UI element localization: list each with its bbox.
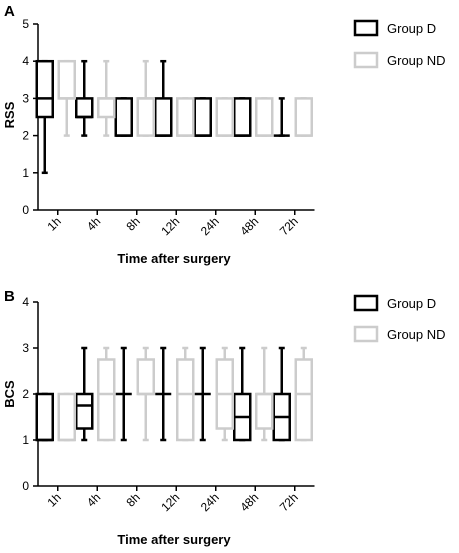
- y-tick-label: 2: [22, 129, 29, 143]
- legend-swatch-group-nd: [353, 325, 379, 343]
- boxes-b: [35, 346, 313, 442]
- box-iqr: [255, 97, 274, 137]
- box-iqr: [35, 59, 54, 119]
- box-group-nd-8h: [136, 59, 155, 137]
- x-tick-label: 12h: [158, 490, 182, 514]
- box-group-nd-8h: [136, 346, 155, 442]
- box-group-nd-72h: [294, 97, 313, 137]
- box-group-nd-24h: [215, 97, 234, 137]
- box-group-d-48h: [233, 346, 252, 442]
- x-tick-label: 48h: [237, 214, 261, 238]
- legend-swatch-group-d: [353, 294, 379, 312]
- y-tick-label: 0: [22, 479, 29, 493]
- box-group-nd-12h: [176, 346, 195, 442]
- box-iqr: [176, 97, 195, 137]
- box-iqr: [233, 97, 252, 137]
- box-group-nd-4h: [97, 346, 116, 442]
- x-tick-label: 72h: [277, 214, 301, 238]
- y-tick-label: 1: [22, 166, 29, 180]
- panel-letter-a: A: [4, 3, 15, 20]
- x-axis-label-a: Time after surgery: [117, 251, 231, 266]
- box-iqr: [114, 97, 133, 137]
- legend-label-group-d: Group D: [387, 296, 436, 311]
- y-tick-label: 2: [22, 387, 29, 401]
- x-tick-label: 72h: [277, 490, 301, 514]
- box-group-d-72h: [273, 97, 290, 137]
- y-tick-label: 5: [22, 17, 29, 31]
- y-tick-label: 3: [22, 91, 29, 105]
- box-group-d-24h: [194, 346, 211, 442]
- y-tick-label: 4: [22, 295, 29, 309]
- box-iqr: [136, 97, 155, 137]
- box-group-nd-1h: [57, 59, 76, 137]
- box-group-nd-48h: [255, 346, 274, 442]
- y-tick-label: 0: [22, 203, 29, 217]
- x-axis-label-b: Time after surgery: [117, 532, 231, 547]
- box-iqr: [57, 59, 76, 100]
- panel-letter-b: B: [4, 288, 15, 305]
- y-tick-label: 1: [22, 433, 29, 447]
- x-tick-label: 4h: [84, 490, 103, 509]
- box-group-d-4h: [75, 346, 94, 442]
- box-iqr: [35, 392, 54, 442]
- legend-label-group-d: Group D: [387, 21, 436, 36]
- box-iqr: [154, 97, 173, 137]
- box-group-d-72h: [272, 346, 291, 442]
- panel-b: B BCS Time after surgery 0 1 2 3 4 1h 4h 8h 12h 2…: [2, 288, 446, 547]
- x-tick-label: 8h: [124, 490, 143, 509]
- box-group-d-48h: [233, 97, 252, 137]
- x-tick-label: 4h: [84, 214, 103, 233]
- legend-label-group-nd: Group ND: [387, 327, 446, 342]
- legend-label-group-nd: Group ND: [387, 53, 446, 68]
- legend-b: Group D Group ND: [353, 294, 446, 343]
- box-iqr: [136, 358, 155, 396]
- x-tick-label: 1h: [45, 214, 64, 233]
- box-iqr: [215, 97, 234, 137]
- box-group-d-1h: [35, 392, 54, 442]
- boxes-a: [35, 59, 313, 175]
- box-iqr: [193, 97, 212, 137]
- box-group-nd-48h: [255, 97, 274, 137]
- box-iqr: [255, 392, 274, 430]
- box-group-d-24h: [193, 97, 212, 137]
- box-group-d-8h: [114, 97, 133, 137]
- box-group-nd-4h: [97, 59, 116, 137]
- y-tick-label: 4: [22, 54, 29, 68]
- y-tick-label: 3: [22, 341, 29, 355]
- x-tick-label: 8h: [124, 214, 143, 233]
- panel-a: A RSS Time after surgery 0 1 2 3 4 5 1h 4h 8h 12h…: [2, 3, 446, 266]
- x-tick-label: 48h: [237, 490, 261, 514]
- legend-swatch-group-d: [353, 19, 379, 37]
- box-group-nd-12h: [176, 97, 195, 137]
- box-iqr: [97, 358, 116, 442]
- box-iqr: [294, 97, 313, 137]
- box-group-d-1h: [35, 59, 54, 175]
- box-group-nd-24h: [215, 346, 234, 442]
- legend-a: Group D Group ND: [353, 19, 446, 69]
- box-iqr: [57, 392, 76, 442]
- x-tick-label: 24h: [198, 214, 222, 238]
- legend-swatch-group-nd: [353, 51, 379, 69]
- y-axis-label-bcs: BCS: [2, 380, 17, 408]
- box-group-nd-1h: [57, 392, 76, 442]
- box-iqr: [75, 97, 94, 119]
- box-group-d-4h: [75, 59, 94, 137]
- x-tick-label: 1h: [45, 490, 64, 509]
- box-iqr: [97, 97, 116, 119]
- box-group-d-12h: [155, 346, 172, 442]
- y-axis-label-rss: RSS: [2, 101, 17, 128]
- x-tick-label: 12h: [158, 214, 182, 238]
- box-iqr: [176, 358, 195, 442]
- box-group-d-8h: [115, 346, 132, 442]
- x-tick-label: 24h: [198, 490, 222, 514]
- box-group-d-12h: [154, 59, 173, 137]
- box-iqr: [294, 358, 313, 442]
- box-iqr: [75, 392, 94, 430]
- box-group-nd-72h: [294, 346, 313, 442]
